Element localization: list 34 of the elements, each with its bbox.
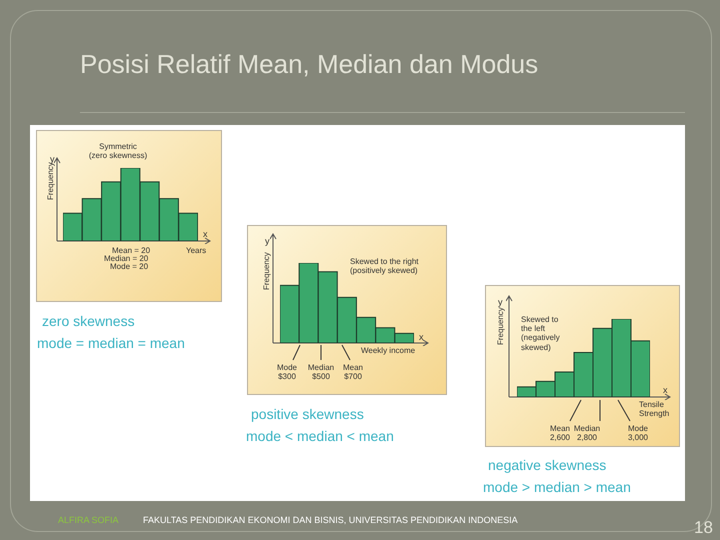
text: positive skewness — [251, 406, 364, 422]
text: Mean 2,600 — [550, 424, 570, 442]
y-axis-title: Frequency — [262, 252, 271, 290]
text: Posisi Relatif Mean, Median dan Modus — [80, 49, 538, 80]
text: Skewed to the left (negatively skewed) — [521, 315, 560, 352]
text: 18 — [694, 518, 713, 538]
text: Mean = 20 — [112, 246, 150, 255]
text: y — [498, 297, 502, 307]
text: zero skewness — [42, 313, 135, 330]
text: Mean $700 — [342, 363, 364, 382]
text: Median = 20 — [104, 254, 148, 263]
annotation: x — [419, 332, 424, 342]
x-axis-title: Tensile Strength — [639, 400, 670, 418]
text: Mode $300 — [276, 363, 298, 382]
text: mode < median < mean — [246, 428, 394, 444]
text: mode = median = mean — [37, 335, 185, 352]
x-axis-title: Years — [186, 246, 206, 256]
chart-title: Skewed to the right (positively skewed) — [350, 257, 418, 276]
x-axis-title: Weekly income — [361, 346, 416, 356]
text: mode > median > mean — [483, 479, 631, 496]
text: Mode = 20 — [110, 262, 148, 272]
annotation: x — [663, 385, 668, 396]
text: FAKULTAS PENDIDIKAN EKONOMI DAN BISNIS, UNIVERSITAS PENDIDIKAN INDONESIA — [143, 515, 518, 526]
text: Mode 3,000 — [628, 424, 648, 442]
text: Median 2,800 — [574, 424, 600, 442]
chart-title: Symmetric (zero skewness) — [88, 142, 148, 160]
annotation: x — [203, 229, 208, 240]
text: y — [265, 236, 270, 246]
text: Median $500 — [308, 363, 334, 382]
text: ALFIRA SOFIA — [58, 515, 119, 526]
y-axis-title: Frequency — [496, 307, 505, 345]
y-axis-title: Frequency — [46, 162, 55, 200]
text: negative skewness — [488, 457, 606, 474]
text: y — [50, 154, 54, 164]
